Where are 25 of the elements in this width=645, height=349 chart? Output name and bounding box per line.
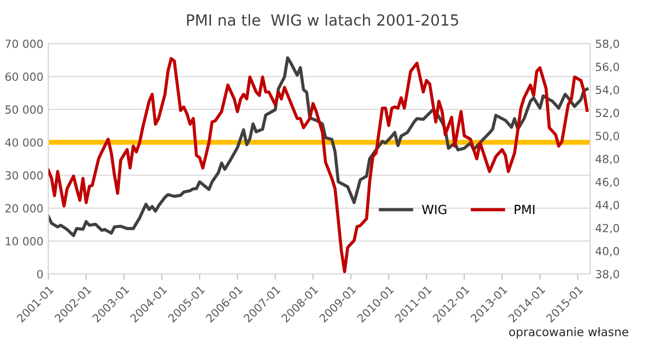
y2-tick-label: 42,0 bbox=[596, 224, 620, 234]
legend-label: PMI bbox=[514, 204, 534, 214]
y-tick-label: 70 000 bbox=[6, 40, 43, 48]
y2-tick-label: 58,0 bbox=[596, 40, 620, 50]
y2-tick-label: 44,0 bbox=[596, 200, 620, 210]
y2-tick-label: 46,0 bbox=[596, 178, 620, 188]
y2-tick-label: 48,0 bbox=[596, 154, 620, 164]
y2-tick-label: 50,0 bbox=[596, 132, 620, 142]
line-series bbox=[48, 57, 589, 274]
y-tick-label: 30 000 bbox=[5, 171, 43, 180]
y2-tick-label: 54,0 bbox=[596, 86, 620, 96]
y2-tick-label: 40,0 bbox=[596, 246, 620, 256]
y2-tick-label: 38,0 bbox=[596, 270, 620, 280]
chart-title: PMI na tle WIG w latach 2001-2015 bbox=[187, 14, 458, 26]
y-tick-label: 40 000 bbox=[5, 138, 43, 147]
line-series bbox=[48, 56, 589, 237]
y2-tick-label: 56,0 bbox=[596, 62, 620, 72]
y-tick-label: 20 000 bbox=[5, 204, 43, 213]
y-tick-label: 60 000 bbox=[5, 72, 43, 81]
y2-tick-label: 52,0 bbox=[596, 108, 620, 118]
legend-label: WIG bbox=[422, 204, 446, 214]
y-tick-label: 0 bbox=[37, 270, 43, 278]
y-tick-label: 10 000 bbox=[6, 237, 43, 246]
text: opracowanie własne bbox=[509, 327, 628, 339]
y-tick-label: 50 000 bbox=[5, 105, 43, 114]
